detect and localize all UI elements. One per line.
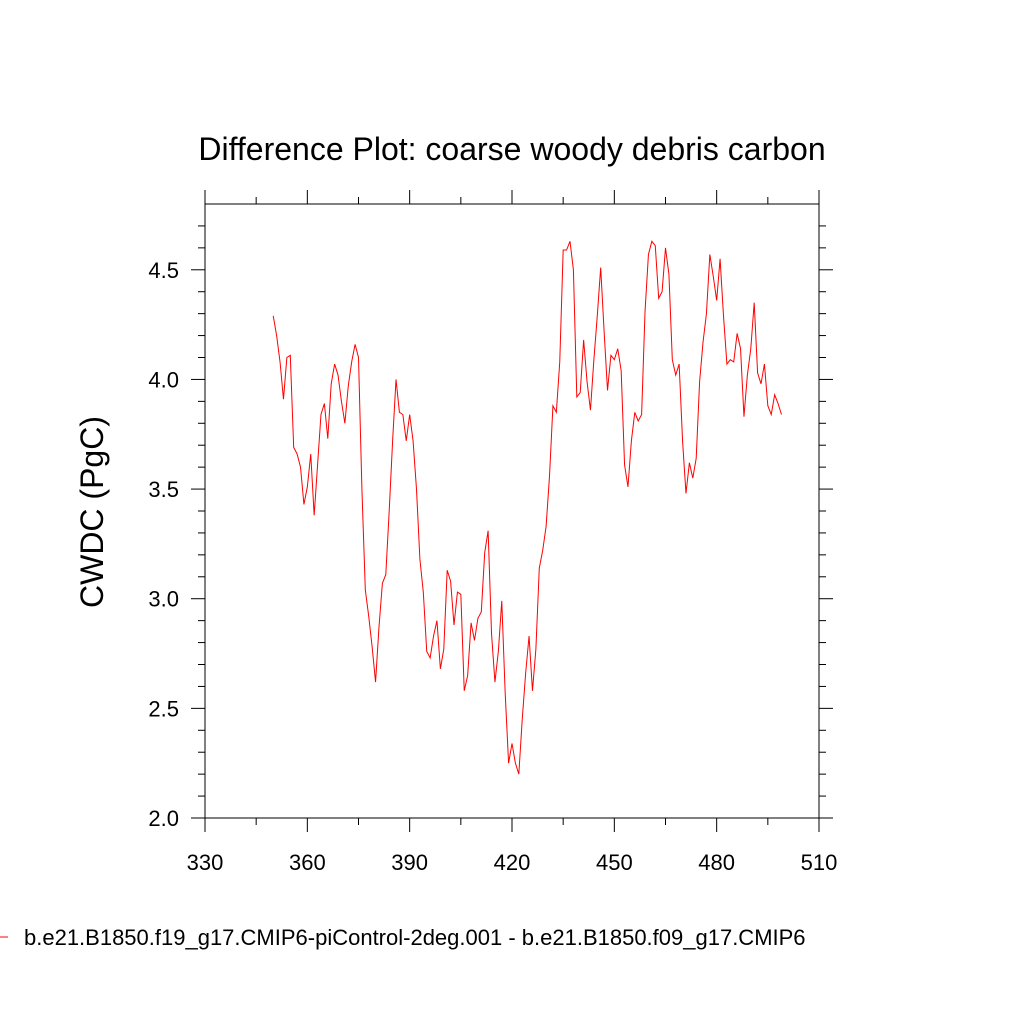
x-tick-label: 450 <box>596 850 633 875</box>
y-tick-label: 3.0 <box>148 587 179 612</box>
x-tick-labels: 330 360 390 420 450 480 510 <box>187 850 838 875</box>
legend-label: b.e21.B1850.f19_g17.CMIP6-piControl-2deg… <box>24 925 806 950</box>
x-tick-label: 510 <box>801 850 838 875</box>
x-tick-label: 360 <box>289 850 326 875</box>
y-axis-label: CWDC (PgC) <box>74 416 110 608</box>
y-tick-label: 4.0 <box>148 367 179 392</box>
y-tick-label: 4.5 <box>148 258 179 283</box>
y-tick-label: 2.0 <box>148 806 179 831</box>
axis-ticks <box>191 190 833 832</box>
y-tick-labels: 2.0 2.5 3.0 3.5 4.0 4.5 <box>148 258 179 831</box>
y-tick-label: 3.5 <box>148 477 179 502</box>
y-tick-label: 2.5 <box>148 696 179 721</box>
plot-frame <box>204 203 820 819</box>
series-line <box>272 240 782 775</box>
x-tick-label: 420 <box>494 850 531 875</box>
x-tick-label: 480 <box>698 850 735 875</box>
chart-title: Difference Plot: coarse woody debris car… <box>198 131 825 167</box>
x-tick-label: 330 <box>187 850 224 875</box>
x-tick-label: 390 <box>391 850 428 875</box>
